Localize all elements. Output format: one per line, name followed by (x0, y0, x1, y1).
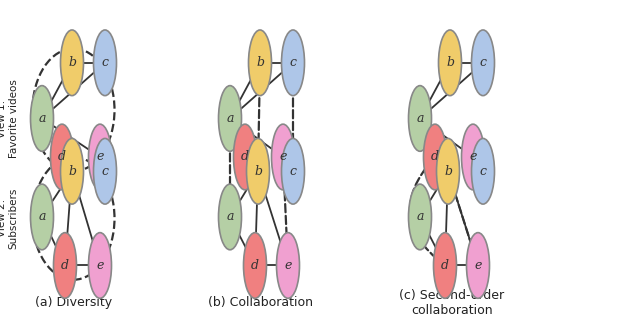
Text: d: d (58, 150, 66, 164)
Text: e: e (469, 150, 477, 164)
Text: c: c (102, 165, 109, 178)
Text: a: a (227, 112, 234, 125)
Text: (a) Diversity: (a) Diversity (35, 296, 113, 309)
Text: d: d (441, 259, 449, 272)
Circle shape (88, 124, 111, 190)
Circle shape (93, 30, 116, 96)
Circle shape (61, 30, 83, 96)
Circle shape (243, 233, 266, 298)
Text: e: e (96, 259, 104, 272)
Circle shape (472, 30, 495, 96)
Circle shape (436, 138, 460, 204)
Text: b: b (446, 56, 454, 69)
Text: a: a (227, 210, 234, 224)
Text: c: c (102, 56, 109, 69)
FancyArrowPatch shape (438, 157, 448, 169)
Text: b: b (68, 165, 76, 178)
Circle shape (433, 233, 456, 298)
Circle shape (276, 233, 300, 298)
Circle shape (408, 86, 431, 151)
Text: e: e (284, 259, 292, 272)
Circle shape (61, 138, 83, 204)
Text: b: b (256, 56, 264, 69)
FancyArrowPatch shape (410, 159, 443, 264)
Text: View 2:
Subscribers: View 2: Subscribers (0, 188, 19, 249)
Text: a: a (416, 112, 424, 125)
Text: d: d (241, 150, 249, 164)
Text: e: e (474, 259, 482, 272)
Text: a: a (416, 210, 424, 224)
Text: (b) Collaboration: (b) Collaboration (209, 296, 314, 309)
Circle shape (218, 86, 241, 151)
Text: View 1:
Favorite videos: View 1: Favorite videos (0, 79, 19, 158)
Circle shape (31, 184, 54, 250)
Text: d: d (61, 259, 69, 272)
Circle shape (408, 184, 431, 250)
Circle shape (54, 233, 77, 298)
Circle shape (51, 124, 74, 190)
Text: c: c (289, 56, 296, 69)
Circle shape (438, 30, 461, 96)
Text: a: a (38, 112, 45, 125)
Circle shape (282, 30, 305, 96)
Circle shape (282, 138, 305, 204)
Circle shape (93, 138, 116, 204)
Text: d: d (431, 150, 439, 164)
Text: d: d (251, 259, 259, 272)
Circle shape (424, 124, 447, 190)
Circle shape (246, 138, 269, 204)
Text: b: b (444, 165, 452, 178)
Circle shape (248, 30, 271, 96)
Text: a: a (38, 210, 45, 224)
Text: b: b (254, 165, 262, 178)
Text: b: b (68, 56, 76, 69)
Text: e: e (279, 150, 287, 164)
Circle shape (472, 138, 495, 204)
Circle shape (234, 124, 257, 190)
Text: e: e (96, 150, 104, 164)
Circle shape (271, 124, 294, 190)
Text: c: c (479, 165, 486, 178)
Circle shape (218, 184, 241, 250)
Text: (c) Second-order
collaboration: (c) Second-order collaboration (399, 289, 504, 314)
Circle shape (88, 233, 111, 298)
Circle shape (31, 86, 54, 151)
Circle shape (467, 233, 490, 298)
Circle shape (461, 124, 484, 190)
Text: c: c (289, 165, 296, 178)
Text: c: c (479, 56, 486, 69)
